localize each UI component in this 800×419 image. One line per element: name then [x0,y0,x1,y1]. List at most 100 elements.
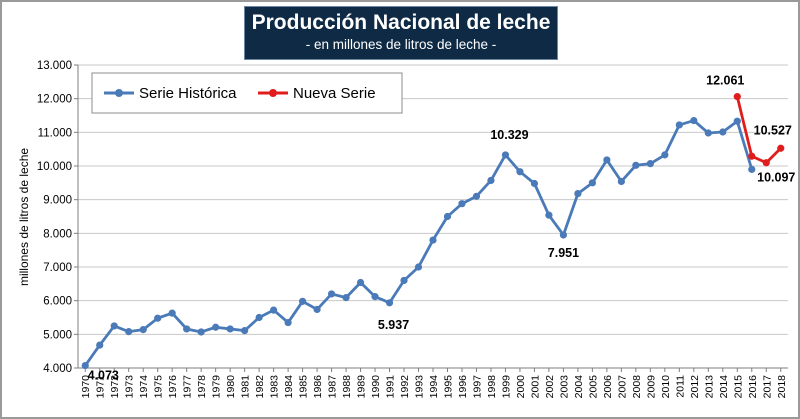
x-tick-label: 1991 [385,375,397,399]
series-0-point [154,314,162,322]
data-label: 10.097 [757,171,795,185]
x-tick-label: 1980 [225,375,237,399]
x-tick-label: 1996 [457,375,469,399]
series-0-point [313,305,321,314]
chart-subtitle: - en millones de litros de leche - [305,37,497,52]
series-0-point [356,278,365,287]
legend-box [91,72,403,114]
data-label: 7.951 [548,246,579,260]
x-tick-label: 2001 [529,375,541,399]
y-tick-label: 11.000 [38,127,72,139]
x-tick-label: 2000 [515,375,527,399]
x-tick-label: 2015 [732,375,744,399]
x-tick-label: 1986 [312,375,324,399]
data-label: 12.061 [706,74,744,88]
x-tick-label: 1992 [399,375,411,399]
series-0-point [298,297,307,305]
series-0-point [226,325,234,333]
legend-label-historica: Serie Histórica [139,85,237,102]
x-tick-label: 2009 [645,375,657,399]
series-0-point [704,129,712,137]
series-0-point [588,179,596,187]
x-tick-label: 2011 [674,375,686,398]
series-0-point [270,306,278,314]
x-tick-label: 2006 [602,375,614,399]
y-tick-label: 13.000 [37,60,72,72]
x-tick-label: 2005 [587,375,599,399]
data-label: 10.329 [490,128,528,142]
series-0-point [516,168,524,176]
y-tick-label: 12.000 [37,94,72,106]
series-0-point [559,231,568,239]
chart-title: Producción Nacional de leche [251,11,551,34]
x-tick-label: 1994 [428,375,440,399]
x-tick-label: 1990 [370,375,382,399]
series-0-point [400,276,408,285]
x-tick-label: 2008 [631,375,643,399]
series-0-point [733,117,741,125]
x-tick-label: 1983 [269,375,281,399]
x-tick-label: 1987 [327,375,339,399]
series-0-point [429,236,437,244]
x-tick-label: 2012 [689,375,701,399]
series-0-point [241,327,249,335]
series-0-point [632,161,640,169]
x-tick-label: 1972 [109,375,121,399]
series-1-point [733,93,741,101]
x-tick-label: 1998 [486,375,498,399]
y-tick-label: 6.000 [43,296,72,308]
series-0-point [675,121,683,129]
x-tick-label: 1995 [442,375,454,399]
x-tick-label: 1981 [240,375,252,399]
y-tick-label: 5.000 [43,329,72,341]
series-0-point [284,318,292,327]
y-tick-label: 9.000 [43,195,72,207]
series-0-point [197,328,205,336]
x-tick-label: 2017 [761,375,773,399]
x-tick-label: 2018 [776,375,788,399]
series-0-point [661,151,669,159]
series-0-point [342,294,350,302]
x-tick-label: 1977 [182,375,194,399]
x-tick-label: 1976 [167,375,179,399]
x-tick-label: 2002 [544,375,556,399]
x-tick-label: 1993 [414,375,426,399]
y-tick-label: 7.000 [43,262,72,274]
series-0-point [748,165,756,173]
series-0-point [327,290,336,298]
series-0-point [603,156,611,164]
y-axis-ticks: 4.000 5.000 6.000 7.000 8.000 9.000 10.000 11.0… [37,60,78,375]
series-line-1 [735,96,782,165]
y-tick-label: 8.000 [43,228,72,240]
series-0-point [168,309,176,317]
x-tick-label: 2004 [573,375,585,399]
data-label: 5.937 [378,318,409,332]
x-tick-label: 1997 [471,375,483,399]
series-0-point [212,323,220,331]
x-tick-label: 1973 [124,375,136,399]
y-axis-label: millones de litros de leche [17,148,31,286]
series-0-point [646,160,654,168]
series-0-point [110,322,118,330]
series-1-point [748,152,756,160]
x-tick-label: 2007 [616,375,628,399]
x-tick-label: 1984 [283,375,295,399]
x-tick-label: 1970 [80,375,92,399]
x-tick-label: 1989 [356,375,368,399]
series-0-point [96,341,104,349]
x-tick-label: 1975 [153,375,165,399]
series-0-point [574,190,582,198]
series-0-point [255,313,263,322]
legend: Serie Histórica Nueva Serie [91,72,403,114]
series-1-point [777,144,785,152]
series-0-point [443,212,452,221]
x-tick-label: 2010 [660,375,672,399]
x-tick-label: 1974 [138,375,150,399]
x-tick-label: 2003 [558,375,570,399]
series-1-point [762,159,770,167]
series-0-point [690,116,698,125]
y-tick-label: 4.000 [43,363,72,375]
series-0-point [183,325,191,333]
